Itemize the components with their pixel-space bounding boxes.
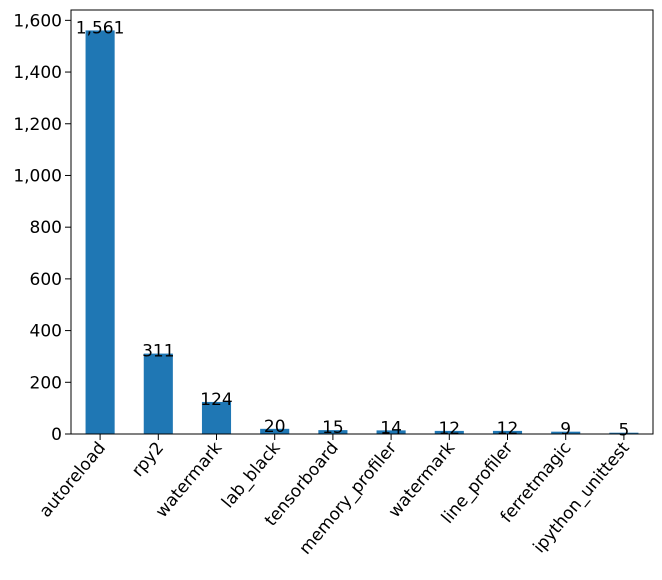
x-tick-label: rpy2 (128, 438, 168, 480)
bar-value-label: 124 (200, 390, 232, 410)
bar-value-label: 15 (322, 418, 344, 438)
bar-value-label: 12 (497, 419, 519, 439)
bar (318, 430, 348, 434)
x-axis: autoreload rpy2watermarklab_blacktensorbo… (36, 434, 634, 559)
y-tick-label: 1,400 (13, 63, 62, 83)
y-tick-label: 0 (51, 425, 62, 445)
bar (492, 430, 523, 434)
bar-value-label: 20 (264, 417, 286, 437)
bar (260, 428, 290, 434)
bar (143, 353, 173, 434)
bar-value-label: 5 (618, 421, 629, 441)
bar (551, 431, 581, 434)
x-tick-label: autoreload (36, 438, 110, 521)
bar (434, 430, 464, 434)
bar-series (85, 30, 639, 435)
y-tick-label: 200 (30, 373, 62, 393)
bar (201, 401, 232, 434)
bar (85, 30, 115, 435)
bar (609, 432, 639, 434)
bar (376, 430, 406, 434)
bar-value-label: 9 (560, 420, 571, 440)
y-axis: 0 200 400 600 800 1,000 1,200 1,400 1,600 (13, 11, 71, 445)
plot-frame (70, 9, 654, 435)
y-tick-label: 400 (30, 322, 62, 342)
bar-value-label: 12 (438, 419, 460, 439)
bar-value-label: 311 (142, 342, 174, 362)
y-tick-label: 600 (30, 270, 62, 290)
y-tick-label: 1,600 (13, 11, 62, 31)
y-tick-label: 800 (30, 218, 62, 238)
bar-value-label: 14 (380, 418, 402, 438)
y-tick-label: 1,000 (13, 166, 62, 186)
bar-value-label: 1,561 (76, 18, 125, 38)
y-tick-label: 1,200 (13, 115, 62, 135)
